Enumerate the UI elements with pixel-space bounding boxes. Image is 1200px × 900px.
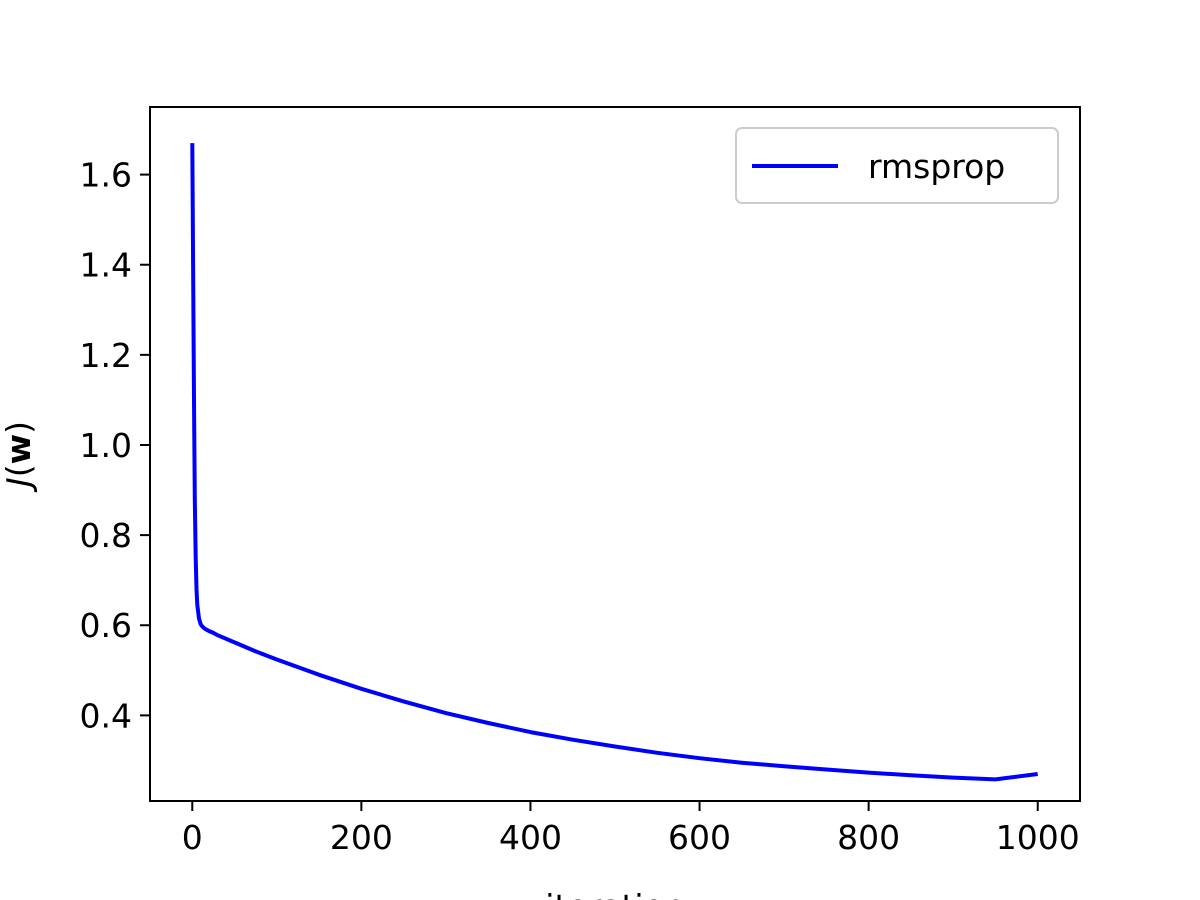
y-axis: 0.4 0.6 0.8 1.0 1.2 1.4 1.6: [80, 156, 150, 735]
x-tick-label: 1000: [996, 818, 1080, 857]
x-tick-label: 600: [668, 818, 731, 857]
legend-box: [735, 127, 1059, 204]
y-tick-label: 1.0: [80, 426, 132, 465]
legend-label-rmsprop: rmsprop: [868, 147, 1005, 186]
y-tick-label: 1.2: [80, 336, 132, 375]
plot-lines: [190, 143, 1038, 782]
x-tick-label: 200: [330, 818, 393, 857]
x-tick-label: 800: [837, 818, 900, 857]
x-tick-label: 0: [182, 818, 203, 857]
x-axis: 0 200 400 600 800 1000: [182, 801, 1080, 857]
x-axis-label: iteration: [545, 887, 684, 900]
y-tick-label: 1.6: [80, 156, 132, 195]
x-tick-label: 400: [499, 818, 562, 857]
series-line-rmsprop: [190, 143, 1038, 782]
legend: rmsprop: [735, 127, 1059, 204]
y-tick-label: 0.8: [80, 516, 132, 555]
plot-area-frame: [149, 106, 1081, 802]
y-axis-label-close-paren: ): [0, 421, 38, 434]
y-tick-label: 1.4: [80, 246, 132, 285]
y-tick-label: 0.6: [80, 606, 132, 645]
y-axis-label: J(w): [0, 421, 38, 493]
y-axis-label-open-paren: (: [0, 464, 38, 477]
y-axis-label-argument: w: [0, 434, 38, 465]
y-tick-label: 0.4: [80, 696, 132, 735]
